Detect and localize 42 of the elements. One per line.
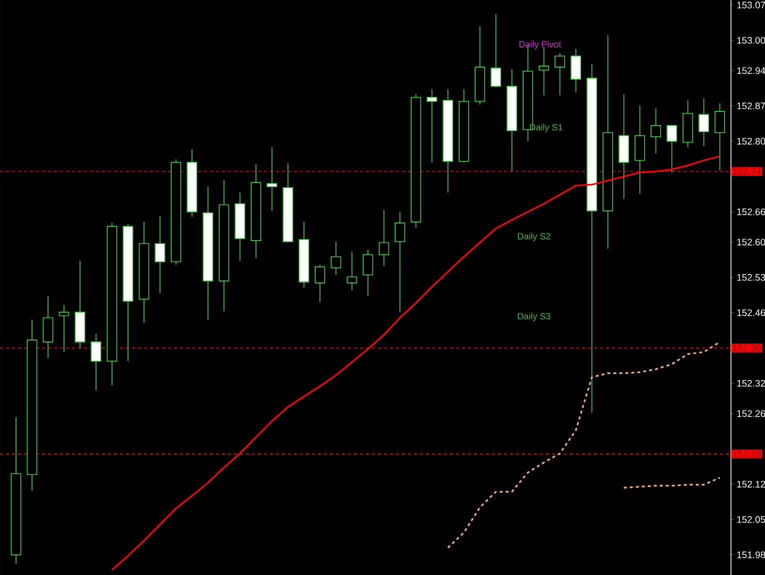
y-tick-label: 152.94 <box>737 67 765 74</box>
candlestick <box>538 46 550 96</box>
y-tick-label: 152.05 <box>737 516 765 523</box>
y-tick-label: 152.80 <box>737 138 765 145</box>
candlestick <box>554 52 566 96</box>
candlestick <box>362 249 374 296</box>
candlestick <box>346 251 358 290</box>
y-tick-label: 153.07 <box>737 2 765 8</box>
ref-line-label: 152.74 <box>732 168 761 175</box>
candlestick <box>154 215 166 294</box>
candlestick <box>394 211 406 313</box>
annotation: Daily S2 <box>518 232 550 242</box>
candlestick <box>666 124 678 173</box>
y-tick-label: 152.66 <box>737 208 765 216</box>
candlestick <box>378 209 390 266</box>
y-tick-label: 152.12 <box>737 480 765 488</box>
candlestick <box>426 88 438 163</box>
annotation: Daily Pivot <box>519 40 562 50</box>
candlestick <box>58 304 70 352</box>
y-tick-label: 153.00 <box>737 36 765 44</box>
candlestick <box>330 241 342 276</box>
y-tick-label: 152.26 <box>737 410 765 417</box>
candlestick <box>490 14 502 88</box>
y-tick-label: 152.60 <box>737 238 765 246</box>
annotation: Daily S3 <box>518 312 550 322</box>
y-tick-label: 152.46 <box>737 309 765 316</box>
y-tick-label: 152.32 <box>737 380 765 387</box>
y-tick-label: 151.98 <box>737 551 765 558</box>
candlestick <box>714 102 725 171</box>
candlestick <box>650 108 662 154</box>
ref-line-label: 152.39 <box>732 344 761 352</box>
y-tick-label: 152.87 <box>737 102 765 110</box>
candlestick <box>90 333 102 391</box>
y-tick-label: 152.53 <box>737 274 765 281</box>
line-series <box>623 476 721 489</box>
candlestick <box>698 98 710 147</box>
candlestick <box>314 264 326 303</box>
ref-line-label: 152.18 <box>732 450 761 458</box>
line-series <box>447 341 721 549</box>
annotation: Daily S1 <box>530 124 562 132</box>
candlestick <box>570 48 582 93</box>
candlestick <box>266 146 278 212</box>
